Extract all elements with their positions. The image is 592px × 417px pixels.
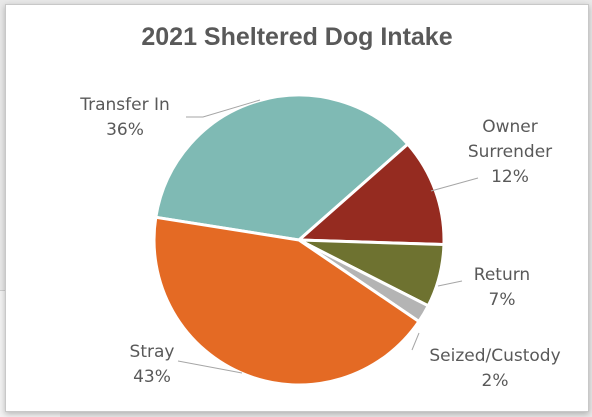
data-label-owner-surrender: Owner [482, 117, 538, 137]
data-value-seized-custody: 2% [482, 371, 509, 391]
leader-line-seized-custody [411, 332, 420, 351]
data-label-return: Return [474, 265, 530, 285]
data-value-return: 7% [489, 290, 516, 310]
pie-slice-stray [152, 215, 422, 387]
leader-line-owner-surrender [430, 177, 479, 192]
leader-line-transfer-in [186, 99, 261, 118]
data-value-transfer-in: 36% [106, 120, 144, 140]
data-label-seized-custody: Seized/Custody [429, 346, 560, 366]
leader-line-return [437, 280, 463, 287]
data-label-owner-surrender: Surrender [468, 142, 552, 162]
leader-line-stray [177, 360, 243, 374]
data-value-stray: 43% [133, 367, 171, 387]
data-label-transfer-in: Transfer In [79, 95, 170, 115]
data-value-owner-surrender: 12% [491, 167, 529, 187]
data-label-stray: Stray [130, 342, 175, 362]
pie-slice-owner-surrender [295, 141, 446, 247]
chart-title: 2021 Sheltered Dog Intake [141, 23, 453, 51]
